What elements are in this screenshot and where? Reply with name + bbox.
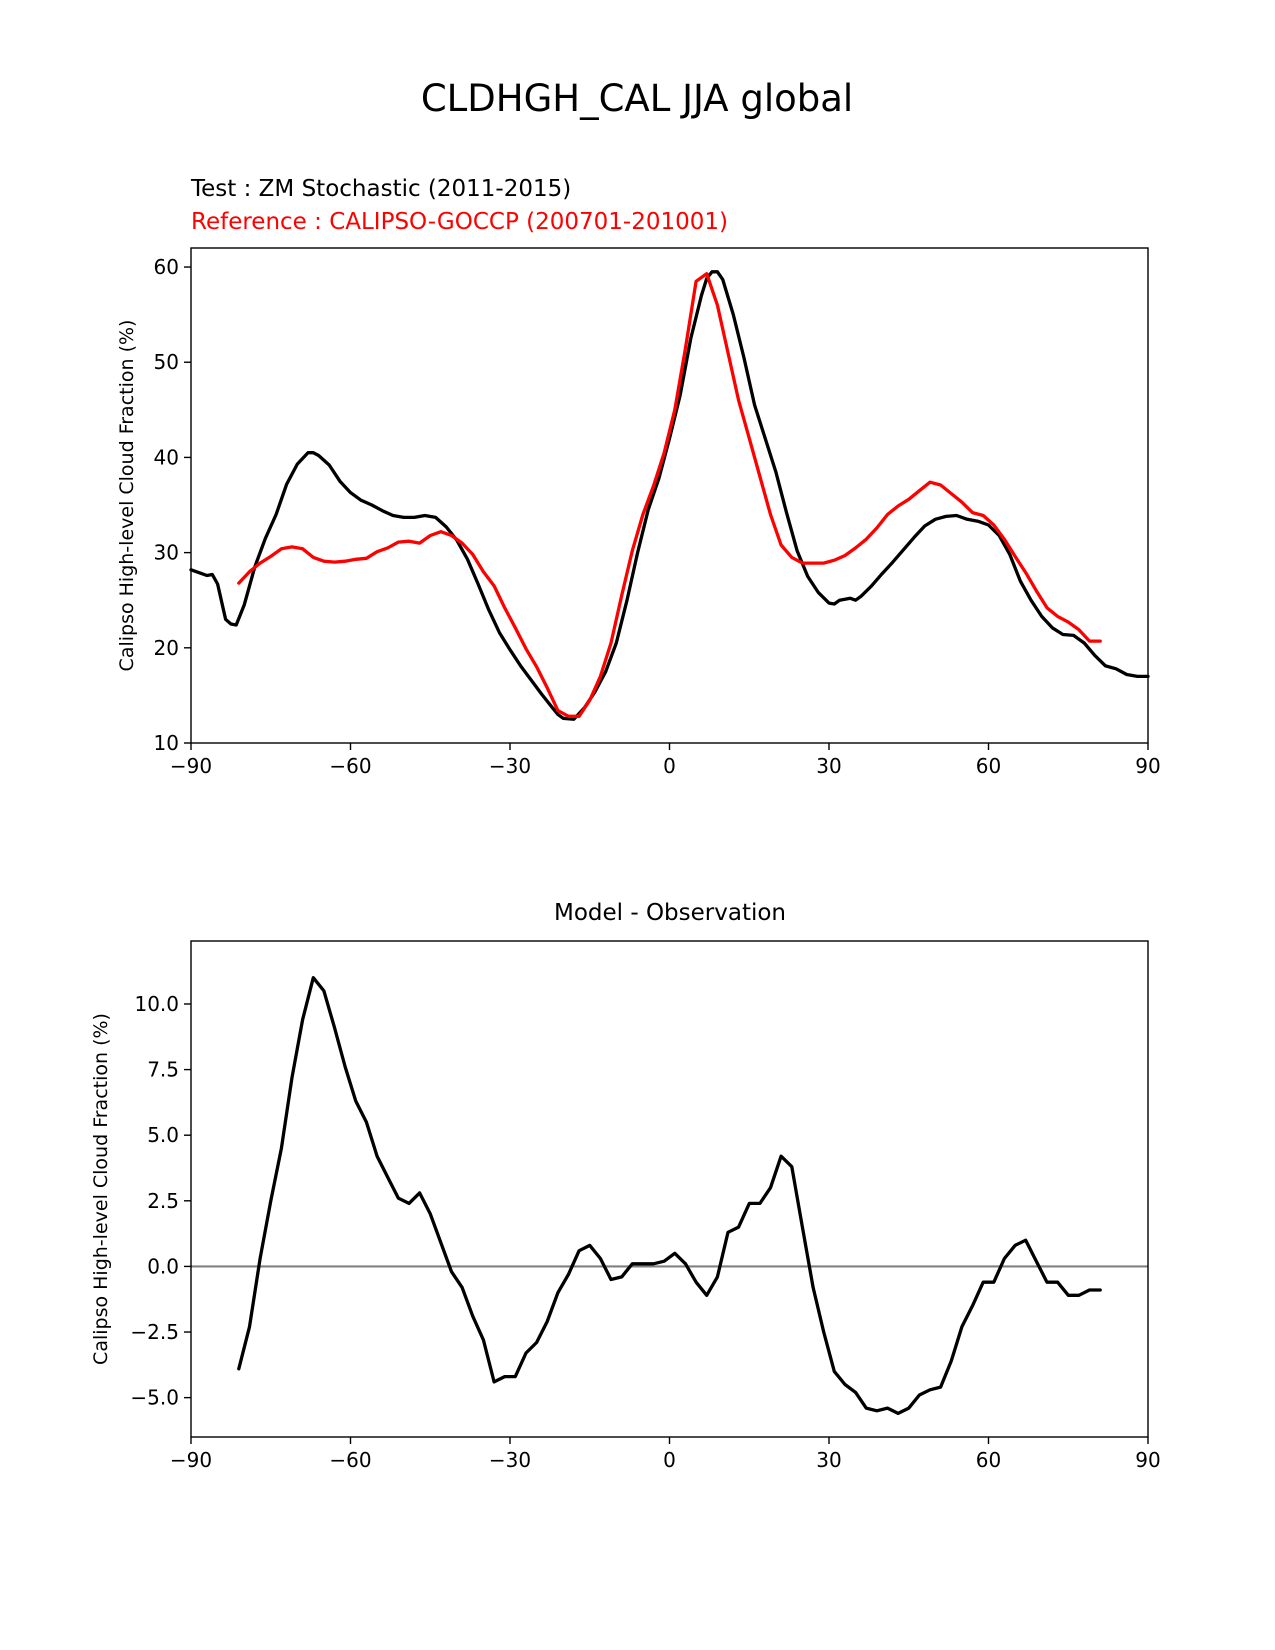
top-ytick-label: 50 — [154, 350, 179, 374]
top-xtick-label: −90 — [170, 754, 212, 778]
top-ylabel: Calipso High-level Cloud Fraction (%) — [116, 320, 138, 672]
reference-label: Reference : CALIPSO-GOCCP (200701-201001… — [191, 209, 728, 235]
bottom-xtick-label: −90 — [170, 1448, 212, 1472]
bottom-xtick-label: −60 — [329, 1448, 371, 1472]
top-ytick-label: 20 — [154, 636, 179, 660]
top-series-test-line — [189, 270, 1150, 721]
top-ytick-label: 60 — [154, 255, 179, 279]
bottom-xtick-label: 60 — [976, 1448, 1001, 1472]
bottom-xtick-label: 90 — [1135, 1448, 1160, 1472]
bottom-ytick-label: 10.0 — [134, 992, 179, 1016]
top-ytick-label: 30 — [154, 541, 179, 565]
top-series-reference-line — [237, 272, 1102, 718]
top-xtick-label: 90 — [1135, 754, 1160, 778]
test-label: Test : ZM Stochastic (2011-2015) — [190, 176, 571, 202]
top-ytick-label: 40 — [154, 445, 179, 469]
bottom-panel: Model - Observation −90 −60 −30 0 30 60 90 −5.0… — [90, 900, 1161, 1472]
bottom-ytick-label: −2.5 — [130, 1320, 179, 1344]
bottom-ytick-label: −5.0 — [130, 1386, 179, 1410]
bottom-xtick-label: −30 — [489, 1448, 531, 1472]
top-xtick-label: −30 — [489, 754, 531, 778]
figure-suptitle: CLDHGH_CAL JJA global — [421, 77, 853, 120]
bottom-ylabel: Calipso High-level Cloud Fraction (%) — [90, 1013, 112, 1365]
bottom-ytick-label: 0.0 — [147, 1254, 179, 1278]
bottom-ytick-label: 2.5 — [147, 1189, 179, 1213]
bottom-xtick-label: 0 — [663, 1448, 676, 1472]
bottom-plot-area: −90 −60 −30 0 30 60 90 −5.0 −2.5 0.0 2.5 5.0 7.5 10.0… — [90, 940, 1161, 1472]
bottom-xtick-label: 30 — [816, 1448, 841, 1472]
bottom-series-difference-line — [237, 976, 1102, 1416]
bottom-title: Model - Observation — [554, 900, 786, 926]
top-panel: Test : ZM Stochastic (2011-2015) Referen… — [116, 176, 1161, 778]
bottom-ytick-label: 7.5 — [147, 1058, 179, 1082]
top-xtick-label: 0 — [663, 754, 676, 778]
top-ytick-label: 10 — [154, 731, 179, 755]
top-plot-area: −90 −60 −30 0 30 60 90 10 20 30 40 50 60 Calipso High… — [116, 247, 1161, 778]
top-xtick-label: −60 — [329, 754, 371, 778]
top-xtick-label: 60 — [976, 754, 1001, 778]
bottom-ytick-label: 5.0 — [147, 1123, 179, 1147]
top-xtick-label: 30 — [816, 754, 841, 778]
